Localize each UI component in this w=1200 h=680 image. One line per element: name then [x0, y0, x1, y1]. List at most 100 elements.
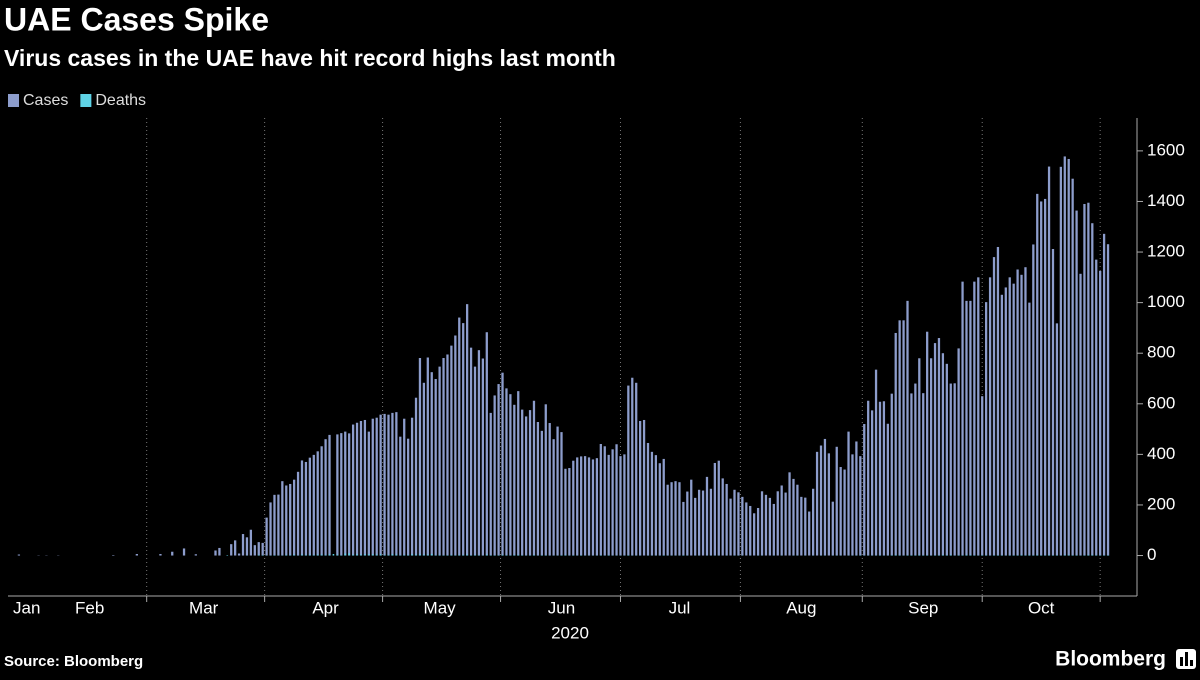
case-bar [883, 401, 885, 555]
case-bar [623, 454, 625, 555]
death-bar [360, 555, 362, 556]
case-bar [741, 497, 743, 556]
chart-subtitle: Virus cases in the UAE have hit record h… [4, 45, 616, 71]
death-bar [974, 555, 976, 556]
case-bar [486, 332, 488, 555]
x-tick-label: May [424, 598, 457, 617]
case-bar [604, 446, 606, 555]
case-bar [242, 534, 244, 555]
death-bar [419, 554, 421, 555]
case-bar [706, 477, 708, 556]
case-bar [552, 439, 554, 555]
case-bar [18, 555, 20, 556]
case-bar [529, 410, 531, 555]
brand: Bloomberg [1055, 648, 1166, 671]
case-bar [989, 277, 991, 555]
case-bar [1005, 287, 1007, 555]
case-bar [753, 513, 755, 555]
death-bar [364, 554, 366, 555]
case-bar [1079, 274, 1081, 556]
case-bar [1040, 201, 1042, 555]
case-bar [698, 490, 700, 556]
case-bar [1087, 203, 1089, 556]
death-bar [490, 555, 492, 556]
case-bar [1013, 284, 1015, 556]
case-bar [1032, 244, 1034, 555]
case-bar [549, 423, 551, 556]
x-tick-label: Feb [75, 598, 104, 617]
case-bar [450, 346, 452, 556]
death-bar [1021, 555, 1023, 556]
case-bar [867, 401, 869, 556]
case-bar [572, 461, 574, 556]
death-bar [922, 555, 924, 556]
death-bar [517, 555, 519, 556]
x-axis-label: 2020 [551, 623, 589, 642]
death-bar [993, 555, 995, 556]
death-bar [1084, 555, 1086, 556]
death-bar [305, 555, 307, 556]
death-bar [466, 555, 468, 556]
death-bar [337, 555, 339, 556]
death-bar [289, 555, 291, 556]
case-bar [470, 348, 472, 556]
case-bar [643, 420, 645, 556]
death-bar [262, 555, 264, 556]
death-bar [1033, 555, 1035, 556]
death-bar [258, 555, 260, 556]
case-bar [942, 353, 944, 555]
death-bar [423, 555, 425, 556]
case-bar [356, 423, 358, 556]
death-bar [329, 554, 331, 555]
x-tick-label: Oct [1028, 598, 1055, 617]
case-bar [214, 550, 216, 555]
death-bar [1103, 555, 1105, 556]
death-bar [1052, 555, 1054, 556]
case-bar [627, 386, 629, 556]
death-bar [962, 555, 964, 556]
case-bar [792, 479, 794, 556]
case-bar [615, 444, 617, 555]
case-bar [902, 320, 904, 555]
death-bar [403, 555, 405, 556]
y-tick-label: 1000 [1147, 292, 1185, 311]
death-bar [458, 555, 460, 556]
case-bar [918, 358, 920, 555]
death-bar [372, 554, 374, 555]
case-bar [784, 493, 786, 556]
y-tick-label: 600 [1147, 393, 1175, 412]
case-bar [395, 412, 397, 555]
case-bar [769, 498, 771, 556]
case-bar [875, 370, 877, 556]
death-bar [946, 555, 948, 556]
case-bar [1028, 303, 1030, 556]
death-bar [907, 555, 909, 556]
case-bar [391, 413, 393, 556]
case-bar [1107, 244, 1109, 555]
case-bar [560, 432, 562, 555]
case-bar [765, 495, 767, 556]
death-bar [348, 553, 350, 555]
death-bar [486, 555, 488, 556]
y-tick-label: 1600 [1147, 140, 1185, 159]
case-bar [285, 485, 287, 555]
case-bar [501, 373, 503, 556]
death-bar [344, 554, 346, 556]
case-bar [407, 439, 409, 556]
case-bar [611, 449, 613, 555]
death-bar [396, 555, 398, 556]
death-bar [911, 555, 913, 556]
death-bar [1072, 555, 1074, 556]
case-bar [411, 418, 413, 556]
case-bar [293, 480, 295, 556]
death-bar [1048, 555, 1050, 556]
case-bar [427, 358, 429, 556]
case-bar [906, 301, 908, 556]
case-bar [505, 388, 507, 555]
case-bar [478, 350, 480, 555]
case-bar [431, 372, 433, 555]
case-bar [368, 432, 370, 556]
case-bar [682, 502, 684, 556]
case-bar [678, 482, 680, 555]
